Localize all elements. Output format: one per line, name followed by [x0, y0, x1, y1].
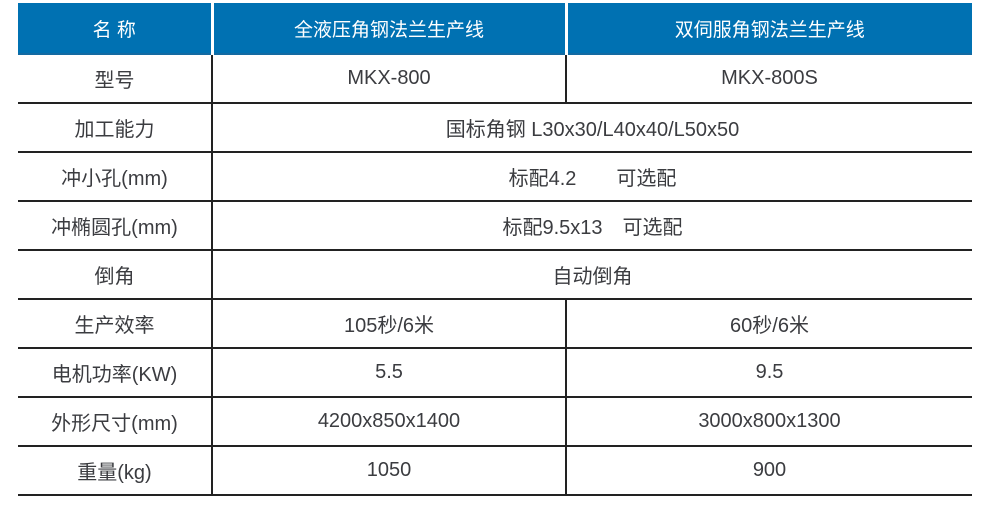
product-spec-table: 名 称 全液压角钢法兰生产线 双伺服角钢法兰生产线 型号 MKX-800 MKX…: [18, 3, 972, 496]
row-label: 冲椭圆孔(mm): [18, 201, 213, 251]
spec-value-merged: 标配9.5x13 可选配: [212, 201, 972, 251]
table-row-oval-hole: 冲椭圆孔(mm) 标配9.5x13 可选配: [18, 201, 972, 251]
spec-value-merged: 国标角钢 L30x30/L40x40/L50x50: [212, 103, 972, 153]
header-row: 名 称 全液压角钢法兰生产线 双伺服角钢法兰生产线: [18, 3, 972, 55]
spec-value: 900: [565, 446, 972, 496]
table-row-dimensions: 外形尺寸(mm) 4200x850x1400 3000x800x1300: [18, 397, 972, 447]
row-label: 外形尺寸(mm): [18, 397, 213, 447]
row-label: 加工能力: [18, 103, 213, 153]
spec-value: MKX-800S: [565, 54, 972, 104]
spec-value: MKX-800: [212, 54, 566, 104]
spec-value: 1050: [212, 446, 566, 496]
spec-value: 4200x850x1400: [212, 397, 566, 447]
header-product-servo: 双伺服角钢法兰生产线: [564, 3, 972, 55]
row-label: 型号: [18, 54, 213, 104]
spec-value: 60秒/6米: [565, 299, 972, 349]
spec-value-merged: 自动倒角: [212, 250, 972, 300]
spec-value: 3000x800x1300: [565, 397, 972, 447]
spec-value-merged: 标配4.2 可选配: [212, 152, 972, 202]
table-row-weight: 重量(kg) 1050 900: [18, 446, 972, 496]
table-row-small-hole: 冲小孔(mm) 标配4.2 可选配: [18, 152, 972, 202]
spec-value: 105秒/6米: [212, 299, 566, 349]
row-label: 重量(kg): [18, 446, 213, 496]
row-label: 冲小孔(mm): [18, 152, 213, 202]
table-row-motor-power: 电机功率(KW) 5.5 9.5: [18, 348, 972, 398]
row-label: 电机功率(KW): [18, 348, 213, 398]
header-product-hydraulic: 全液压角钢法兰生产线: [210, 3, 566, 55]
header-name-column: 名 称: [18, 3, 212, 55]
spec-value: 5.5: [212, 348, 566, 398]
table-row-model: 型号 MKX-800 MKX-800S: [18, 54, 972, 104]
row-label: 生产效率: [18, 299, 213, 349]
table-row-efficiency: 生产效率 105秒/6米 60秒/6米: [18, 299, 972, 349]
spec-value: 9.5: [565, 348, 972, 398]
table-row-capacity: 加工能力 国标角钢 L30x30/L40x40/L50x50: [18, 103, 972, 153]
table-row-chamfer: 倒角 自动倒角: [18, 250, 972, 300]
spec-table: 名 称 全液压角钢法兰生产线 双伺服角钢法兰生产线 型号 MKX-800 MKX…: [18, 3, 972, 496]
row-label: 倒角: [18, 250, 213, 300]
